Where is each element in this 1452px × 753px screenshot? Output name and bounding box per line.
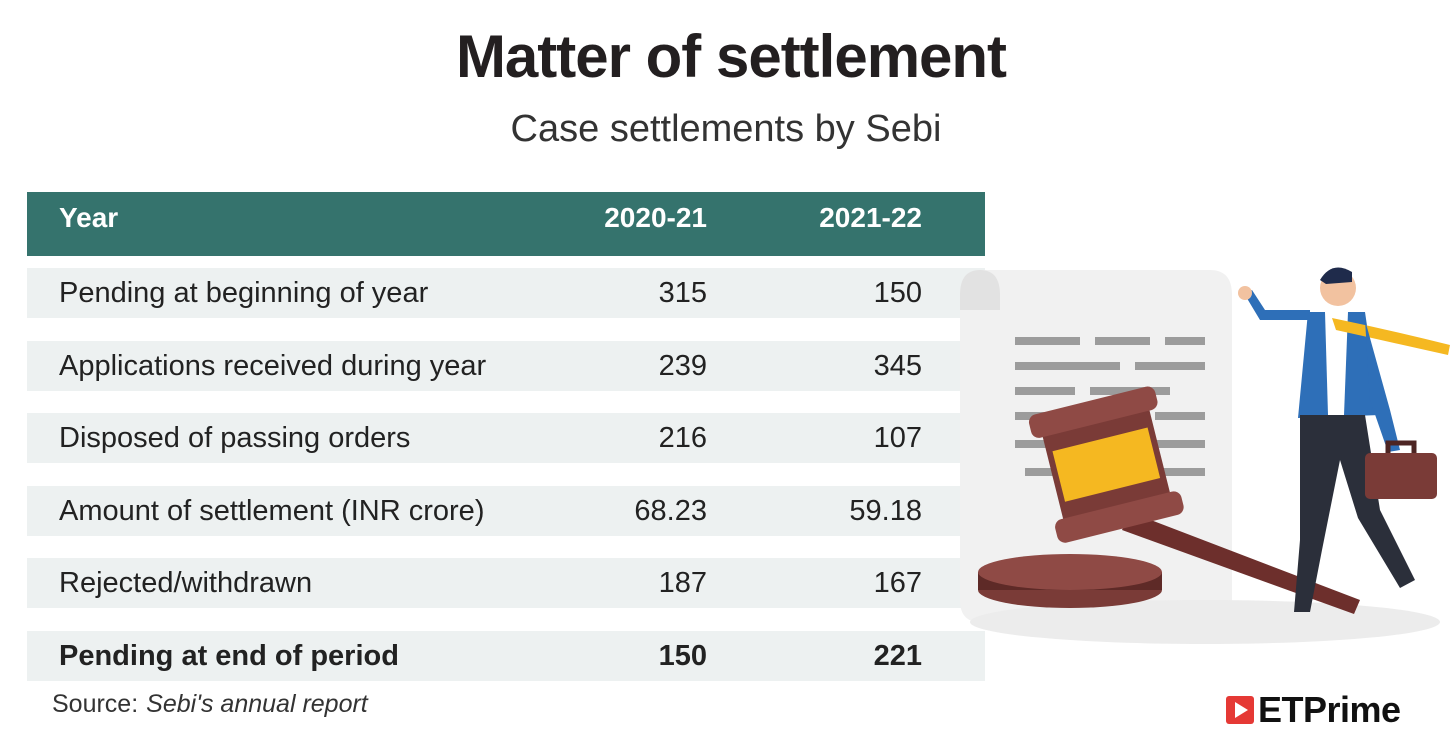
- briefcase-icon: [1365, 440, 1437, 499]
- businessman-icon: [1238, 267, 1450, 612]
- value-cell-2020-21: 187: [658, 567, 707, 599]
- table-row: Rejected/withdrawn 187 167: [27, 558, 985, 608]
- value-cell-2020-21: 150: [658, 639, 707, 672]
- chart-subtitle: Case settlements by Sebi: [510, 108, 942, 150]
- row-label: Disposed of passing orders: [59, 422, 411, 454]
- row-label: Amount of settlement (INR crore): [59, 494, 485, 527]
- value-cell-2020-21: 216: [658, 422, 707, 454]
- value-cell-2020-21: 315: [658, 277, 707, 309]
- value-cell-2021-22: 150: [873, 277, 922, 309]
- illustration: [960, 267, 1450, 644]
- header-cell-2020-21: 2020-21: [604, 202, 707, 233]
- header-cell-year: Year: [59, 202, 119, 233]
- value-cell-2020-21: 68.23: [634, 494, 707, 527]
- source-note: Source: Sebi's annual report: [52, 690, 368, 719]
- row-label: Pending at beginning of year: [59, 277, 429, 309]
- value-cell-2021-22: 107: [873, 422, 922, 454]
- table-header: Year 2020-21 2021-22: [27, 192, 985, 256]
- table-row: Applications received during year 239 345: [27, 340, 985, 391]
- row-label: Applications received during year: [59, 349, 487, 382]
- value-cell-2021-22: 345: [873, 349, 922, 382]
- chart-title: Matter of settlement: [455, 23, 1007, 90]
- header-cell-2021-22: 2021-22: [819, 202, 922, 233]
- row-label: Rejected/withdrawn: [59, 567, 313, 599]
- table-row: Amount of settlement (INR crore) 68.23 59.…: [27, 485, 985, 536]
- row-label: Pending at end of period: [59, 639, 399, 672]
- source-text: Sebi's annual report: [146, 690, 368, 718]
- table-row: Disposed of passing orders 216 107: [27, 413, 985, 463]
- play-icon: [1226, 696, 1254, 724]
- table-row: Pending at end of period 150 221: [27, 630, 985, 681]
- brand-name: ETPrime: [1258, 689, 1401, 730]
- brand-logo: ETPrime: [1226, 689, 1401, 730]
- value-cell-2021-22: 59.18: [849, 494, 922, 527]
- value-cell-2021-22: 167: [873, 567, 922, 599]
- value-cell-2021-22: 221: [873, 639, 922, 672]
- table-row: Pending at beginning of year 315 150: [27, 268, 985, 318]
- source-label: Source:: [52, 690, 139, 718]
- value-cell-2020-21: 239: [658, 349, 707, 382]
